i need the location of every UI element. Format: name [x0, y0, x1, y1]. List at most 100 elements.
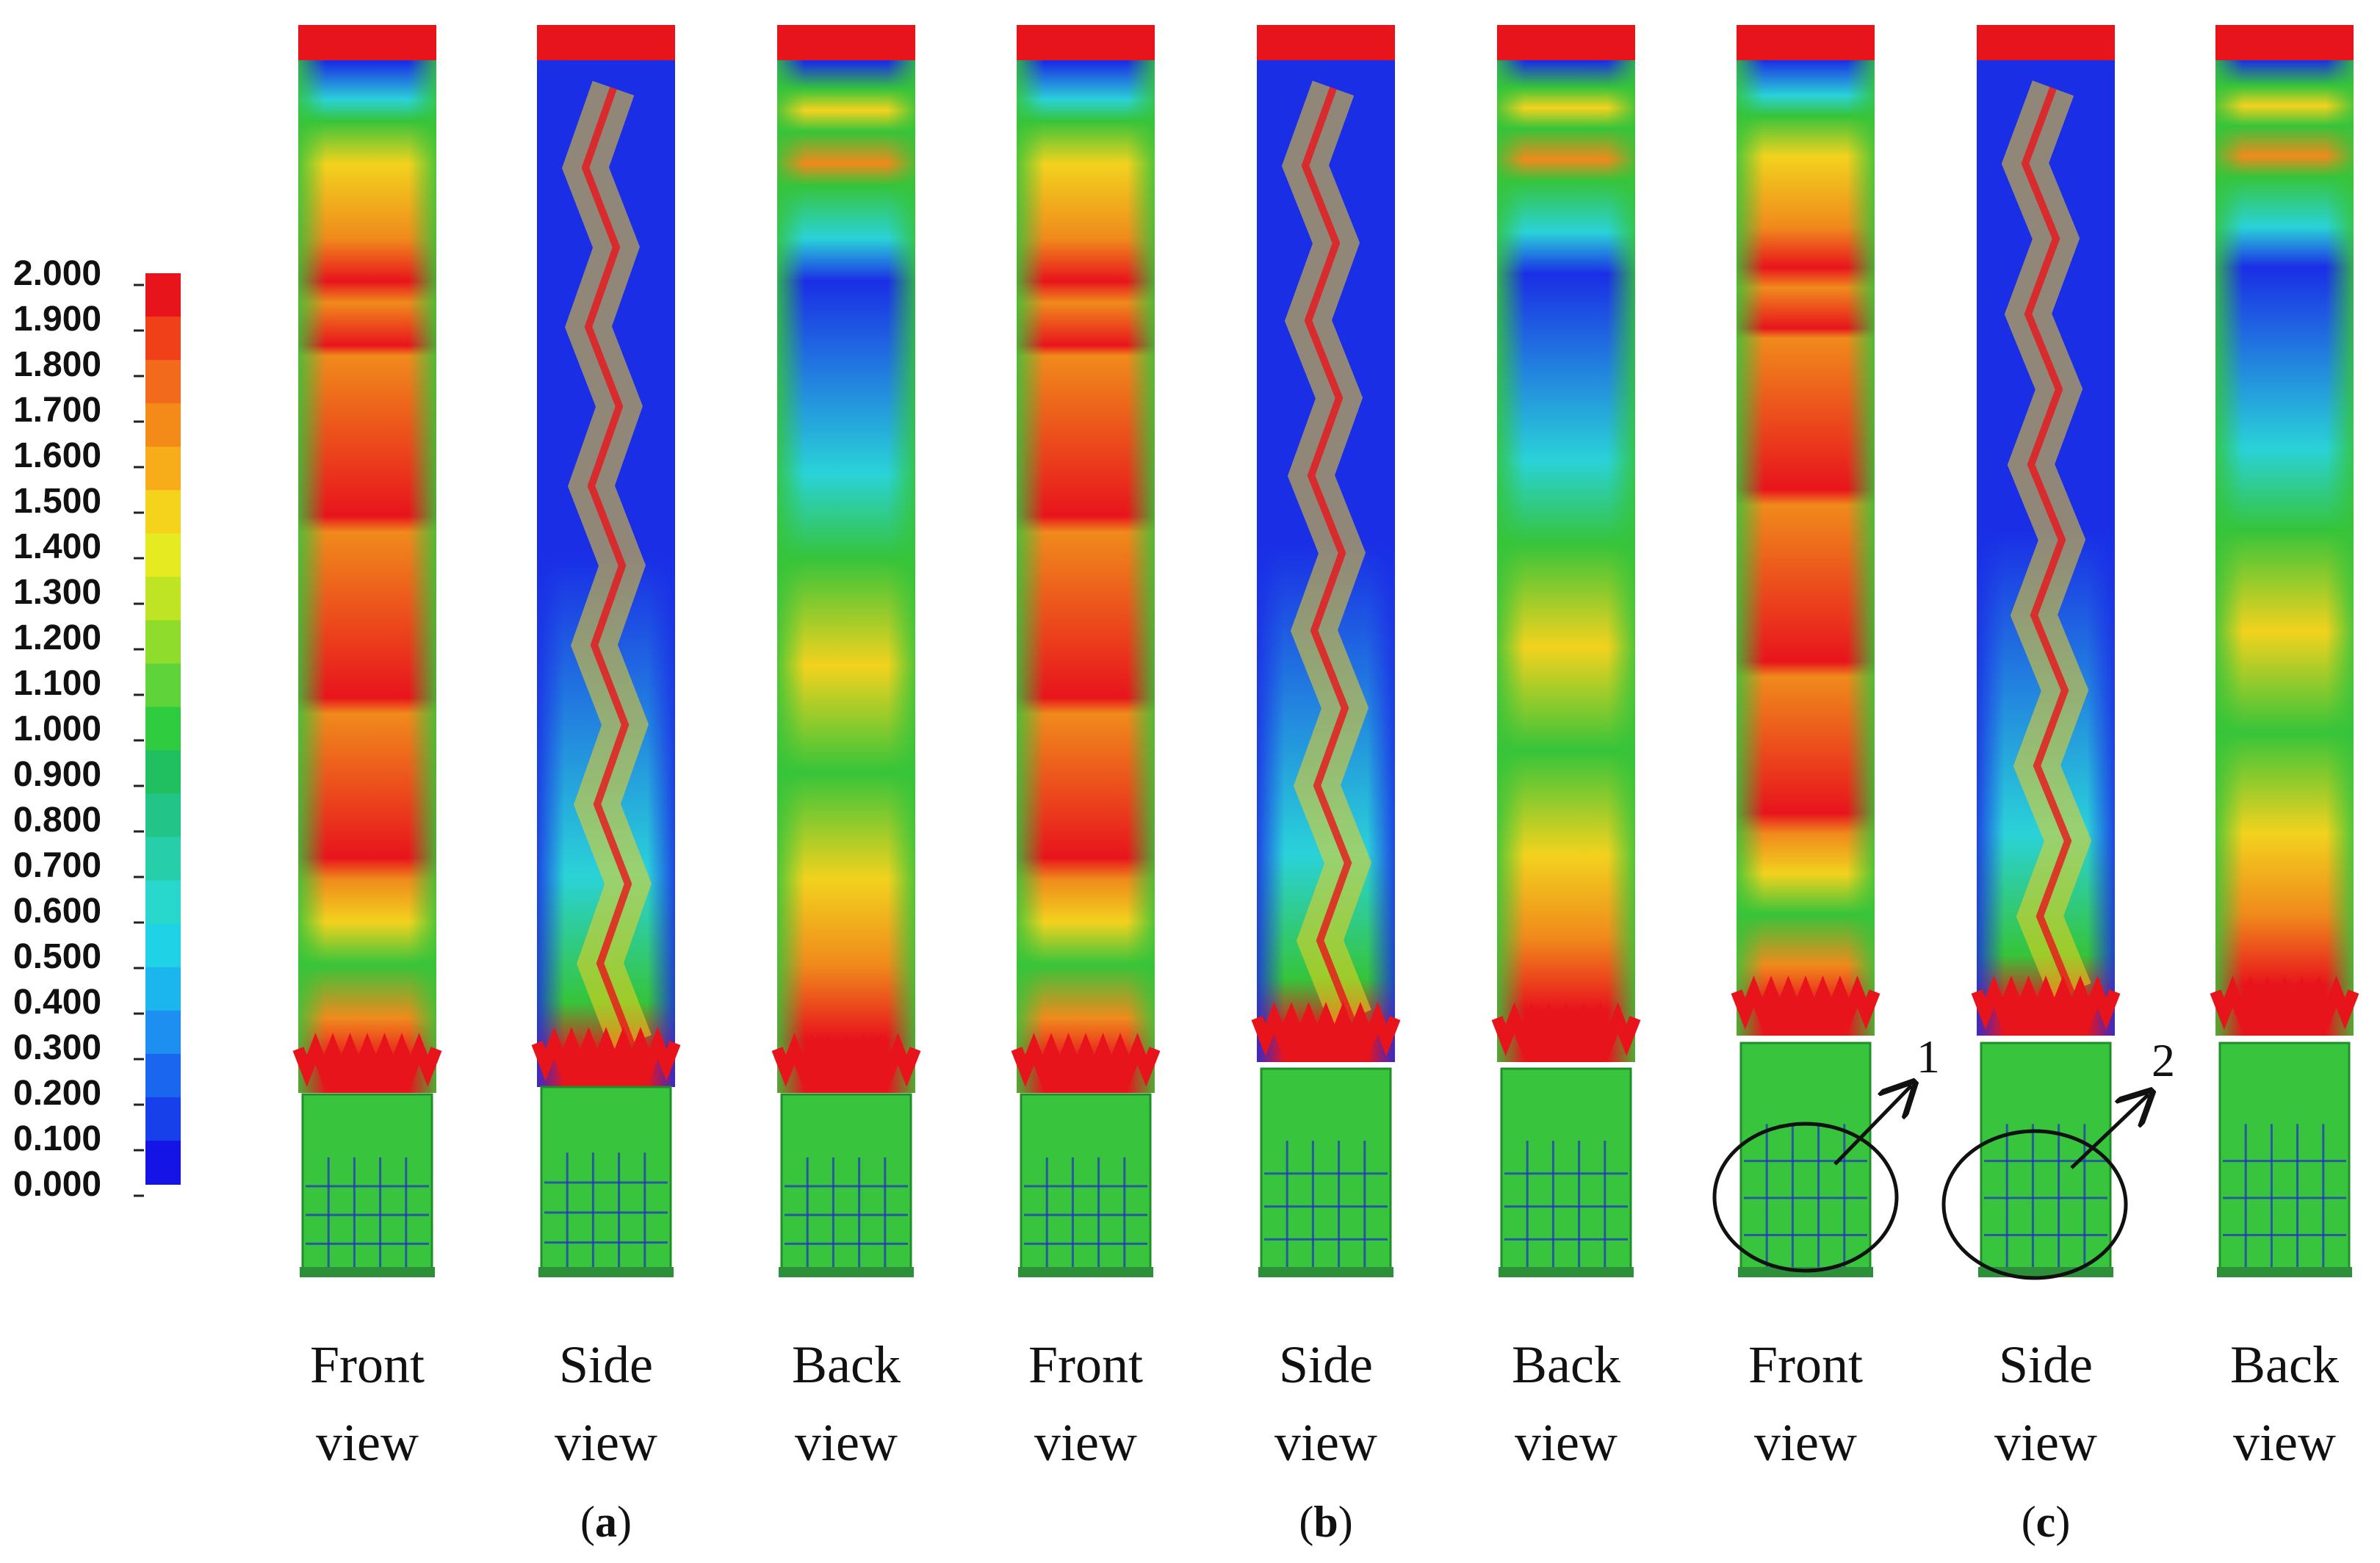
view-label-line1: Front — [1748, 1335, 1863, 1394]
colorbar-segment — [145, 707, 181, 751]
colorbar-segment — [145, 447, 181, 491]
group-label-letter: c — [2036, 1498, 2056, 1546]
view-label-line1: Front — [1028, 1335, 1143, 1394]
frp-tube-segment — [540, 1086, 672, 1276]
damage-region-ellipse — [1941, 1129, 2128, 1280]
view-label-line2: view — [555, 1413, 657, 1472]
local-buckling-fringe — [1491, 1002, 1641, 1056]
frp-tube-segment — [2218, 1042, 2351, 1276]
colorbar-segment — [145, 577, 181, 621]
frp-tube-segment — [1739, 1042, 1872, 1276]
colorbar-tick-label: 0.300 — [13, 1028, 101, 1067]
callout-number: 1 — [1916, 1030, 1940, 1083]
tube-grid-lines — [2223, 1124, 2346, 1274]
colorbar-tick-label: 0.700 — [13, 846, 101, 885]
frp-tube-segment — [1260, 1067, 1392, 1276]
local-buckling-fringe — [771, 1033, 921, 1087]
group-label-open: ( — [580, 1498, 595, 1546]
colorbar-tick-label: 0.500 — [13, 937, 101, 976]
tube-edge-shading — [1497, 25, 1635, 1062]
column-view — [1971, 25, 2121, 1277]
colorbar-segment — [145, 490, 181, 535]
group-label-close: ) — [617, 1498, 632, 1546]
view-label-line1: Back — [2230, 1335, 2339, 1394]
group-label-open: ( — [1299, 1498, 1313, 1546]
view-label-line2: view — [1994, 1413, 2097, 1472]
local-buckling-fringe — [1731, 975, 1880, 1030]
column-view — [1011, 25, 1161, 1277]
colorbar-tick-label: 0.400 — [13, 983, 101, 1022]
colorbar-segment — [145, 967, 181, 1011]
column-view — [292, 25, 442, 1277]
colorbar-tick-label: 1.100 — [13, 664, 101, 703]
base-plate — [538, 1267, 674, 1277]
side-stress-peak — [1301, 87, 1355, 1019]
top-cap — [1017, 25, 1155, 60]
colorbar-tick-label: 1.600 — [13, 436, 101, 475]
colorbar-tick-label: 1.200 — [13, 618, 101, 657]
local-buckling-fringe — [531, 1027, 681, 1081]
tube-grid-lines — [544, 1152, 668, 1274]
top-cap — [298, 25, 436, 60]
tube-grid-lines — [1984, 1124, 2107, 1274]
colorbar-tick-label: 1.800 — [13, 345, 101, 384]
column-views — [292, 25, 2359, 1277]
column-view — [771, 25, 921, 1277]
colorbar-segment — [145, 1010, 181, 1055]
group-label-close: ) — [2055, 1498, 2070, 1546]
colorbar-segment — [145, 1140, 181, 1185]
column-view — [1251, 25, 1401, 1277]
view-label-line2: view — [2233, 1413, 2336, 1472]
tube-edge-shading — [777, 25, 915, 1093]
local-buckling-fringe — [2210, 975, 2359, 1030]
base-plate — [1499, 1267, 1634, 1277]
view-label-line1: Side — [1999, 1335, 2093, 1394]
group-label: (a) — [580, 1498, 632, 1546]
colorbar-tick-label: 0.000 — [13, 1165, 101, 1204]
group-label-letter: a — [595, 1498, 617, 1546]
base-plate — [2217, 1267, 2352, 1277]
colorbar-tick-label: 1.500 — [13, 482, 101, 521]
frp-tube-segment — [1980, 1042, 2112, 1276]
view-label-line2: view — [1515, 1413, 1618, 1472]
tube-grid-lines — [306, 1157, 429, 1274]
tube-grid-lines — [1024, 1157, 1147, 1274]
colorbar-segment — [145, 360, 181, 405]
view-label-line2: view — [1754, 1413, 1857, 1472]
group-label-letter: b — [1313, 1498, 1338, 1546]
colorbar-tick-label: 1.300 — [13, 573, 101, 612]
colorbar-tick-label: 0.100 — [13, 1119, 101, 1158]
colorbar-segment — [145, 837, 181, 881]
top-cap — [777, 25, 915, 60]
colorbar-segment — [145, 403, 181, 448]
colorbar-tick-label: 0.200 — [13, 1074, 101, 1113]
frp-tube-segment — [1500, 1067, 1632, 1276]
damage-region-ellipse — [1712, 1122, 1899, 1273]
colorbar-segment — [145, 620, 181, 665]
colorbar-segment — [145, 273, 181, 318]
colorbar-segment — [145, 663, 181, 708]
group-label-open: ( — [2022, 1498, 2036, 1546]
colorbar-tick-label: 0.600 — [13, 892, 101, 931]
tube-grid-lines — [1264, 1141, 1388, 1274]
tube-edge-shading — [2215, 25, 2354, 1036]
top-cap — [537, 25, 675, 60]
base-plate — [1258, 1267, 1393, 1277]
top-cap — [1977, 25, 2115, 60]
frp-tube-segment — [780, 1093, 912, 1276]
view-label-line2: view — [1034, 1413, 1137, 1472]
frp-tube-segment — [1020, 1093, 1152, 1276]
side-stress-peak — [581, 87, 635, 1044]
callout-arrow — [2070, 1094, 2149, 1169]
column-view — [2210, 25, 2359, 1277]
colorbar-tick-label: 0.800 — [13, 801, 101, 840]
base-plate — [1018, 1267, 1153, 1277]
group-label: (c) — [2022, 1498, 2071, 1546]
view-label-line2: view — [316, 1413, 419, 1472]
colorbar-segment — [145, 793, 181, 838]
callout-number: 2 — [2152, 1034, 2175, 1086]
view-labels: Front view Side view Back view Front view Side vi… — [310, 1335, 2339, 1546]
colorbar-segment — [145, 1053, 181, 1098]
view-label-line2: view — [795, 1413, 898, 1472]
